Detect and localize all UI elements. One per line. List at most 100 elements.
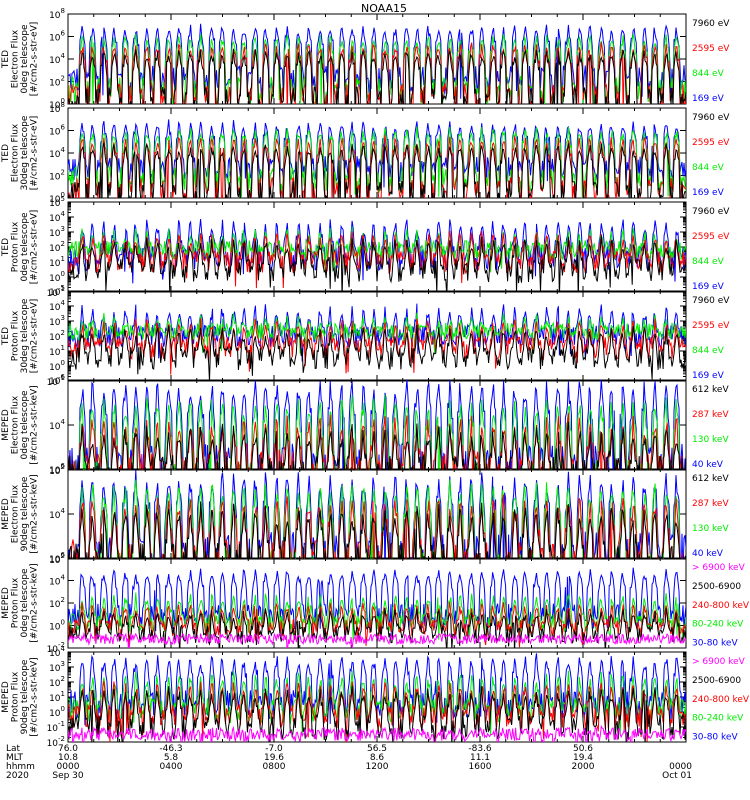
x-tick-hhmm: 2000 <box>572 762 595 772</box>
y-tick-label: 102 <box>49 596 65 610</box>
y-axis-label-line: [#/cm2-s-str-eV] <box>30 22 40 97</box>
legend-entry: 844 eV <box>692 163 725 173</box>
y-axis-label-line: 90deg telescope <box>20 659 30 734</box>
legend-entry: 130 keV <box>692 524 729 534</box>
x-tick-mlt: 19.4 <box>573 753 593 763</box>
y-tick-exponent: 4 <box>61 645 66 653</box>
y-tick-label: 102 <box>49 675 65 689</box>
y-tick-label: 100 <box>49 619 65 633</box>
y-tick-exponent: 4 <box>61 210 66 218</box>
x-tick-mlt: 5.8 <box>164 753 179 763</box>
y-axis-label-line: [#/cm2-s-str-keV] <box>30 385 40 464</box>
x-tick-date: Sep 30 <box>52 771 84 781</box>
x-tick-mlt: 11.1 <box>470 753 490 763</box>
x-tick-lat: -83.6 <box>468 744 492 754</box>
y-tick-exponent: 4 <box>61 146 66 154</box>
y-tick-label: 103 <box>49 660 65 674</box>
y-axis-label-line: TED <box>1 238 11 257</box>
legend-entry: 40 keV <box>692 549 724 559</box>
legend-entry: 130 keV <box>692 435 729 445</box>
legend-entry: 2595 eV <box>692 138 730 148</box>
x-tick-lat: -46.3 <box>159 744 182 754</box>
y-tick-exponent: 6 <box>61 30 66 38</box>
y-tick-label: 10-1 <box>47 720 65 734</box>
x-tick-hhmm: 0400 <box>160 762 183 772</box>
x-tick-mlt: 10.8 <box>58 753 78 763</box>
y-tick-exponent: 4 <box>61 418 66 426</box>
y-tick-label: 106 <box>49 30 65 44</box>
y-axis-label-line: MEPED <box>1 587 11 619</box>
y-tick-label: 100 <box>49 359 65 373</box>
legend-entry: 80-240 keV <box>692 714 744 724</box>
y-tick-exponent: 2 <box>61 675 65 683</box>
y-axis-label-line: Proton Flux <box>11 577 21 628</box>
legend-entry: 287 keV <box>692 499 729 509</box>
y-axis-label-line: [#/cm2-s-str-eV] <box>30 210 40 285</box>
y-tick-label: 101 <box>49 344 65 358</box>
series-line-2500-6900 <box>68 685 686 742</box>
y-tick-label: 102 <box>49 240 65 254</box>
y-tick-exponent: 4 <box>61 574 66 582</box>
x-row-label: MLT <box>6 753 24 763</box>
y-axis-label-line: Electron Flux <box>11 123 21 182</box>
legend-entry: 7960 eV <box>692 19 730 29</box>
y-axis-label-line: [#/cm2-s-str-keV] <box>30 657 40 736</box>
panel-data <box>68 470 686 559</box>
series-line-130-kev <box>69 394 686 470</box>
series-line-844-ev <box>68 312 686 359</box>
y-axis-label-line: 0deg telescope <box>20 568 30 638</box>
y-tick-exponent: 4 <box>61 507 66 515</box>
y-axis-label-line: Proton Flux <box>11 221 21 272</box>
y-tick-exponent: 0 <box>61 619 65 627</box>
y-tick-label: 102 <box>49 169 65 183</box>
y-tick-exponent: -1 <box>58 720 65 728</box>
y-tick-exponent: 3 <box>61 225 65 233</box>
legend-entry: 169 eV <box>692 94 725 104</box>
x-tick-lat: 76.0 <box>58 744 78 754</box>
y-axis-label-line: 30deg telescope <box>20 298 30 373</box>
x-tick-lat: 56.5 <box>367 744 387 754</box>
y-tick-label: 103 <box>49 314 65 328</box>
x-tick-date: Oct 01 <box>662 771 692 781</box>
y-tick-exponent: 2 <box>61 75 65 83</box>
y-tick-exponent: 6 <box>61 124 66 132</box>
y-tick-exponent: 2 <box>61 240 65 248</box>
series-line-80-240-kev <box>68 592 686 643</box>
y-axis-label-line: 90deg telescope <box>20 476 30 551</box>
chart-title: NOAA15 <box>361 2 407 15</box>
y-tick-label: 104 <box>49 210 65 224</box>
y-tick-exponent: 0 <box>61 97 65 105</box>
x-tick-hhmm: 1600 <box>469 762 492 772</box>
legend-entry: 2500-6900 <box>692 676 741 686</box>
series-line-7960-ev <box>68 324 686 381</box>
x-tick-lat: -7.0 <box>265 744 283 754</box>
legend-entry: 612 keV <box>692 474 729 484</box>
y-tick-exponent: 2 <box>61 596 65 604</box>
panel-data <box>68 23 686 104</box>
series-line-2500-6900 <box>68 607 686 648</box>
y-tick-exponent: 3 <box>61 314 65 322</box>
y-axis-label-line: MEPED <box>1 681 11 713</box>
y-axis-label-line: Electron Flux <box>11 29 21 88</box>
legend-entry: 612 keV <box>692 385 729 395</box>
y-tick-exponent: 0 <box>61 359 65 367</box>
y-tick-label: 104 <box>49 574 65 588</box>
legend-entry: 844 eV <box>692 69 725 79</box>
x-row-label: hhmm <box>6 762 35 772</box>
legend-entry: 844 eV <box>692 346 725 356</box>
y-tick-label: 101 <box>49 255 65 269</box>
y-axis-label-line: TED <box>1 50 11 69</box>
series-line-7960-ev <box>68 48 686 104</box>
y-axis-label-line: Proton Flux <box>11 671 21 722</box>
y-axis-label-line: MEPED <box>1 409 11 441</box>
y-axis-label-line: Electron Flux <box>11 484 21 543</box>
y-tick-exponent: 4 <box>61 299 66 307</box>
y-tick-exponent: 2 <box>61 329 65 337</box>
y-tick-label: 106 <box>49 462 65 476</box>
